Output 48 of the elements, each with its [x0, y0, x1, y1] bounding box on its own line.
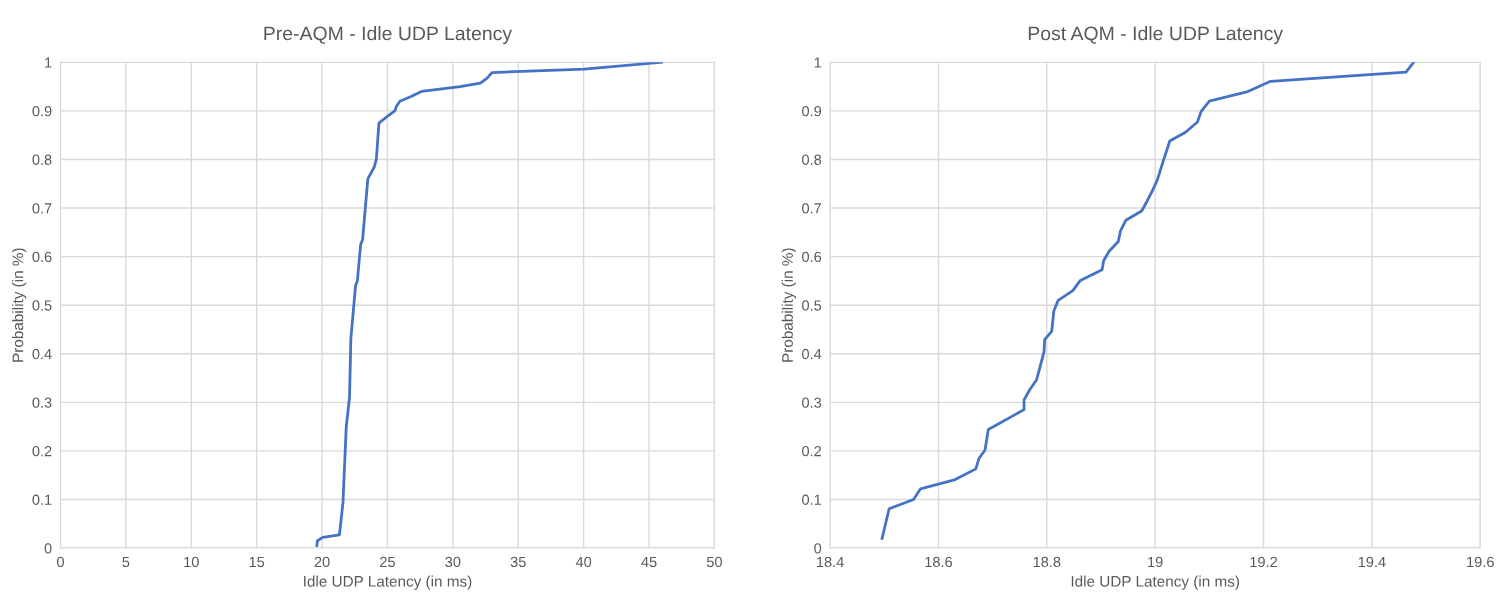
y-tick-label: 1 — [45, 57, 52, 68]
y-tick-label: 0.4 — [32, 348, 52, 360]
x-tick-label: 20 — [314, 556, 330, 568]
y-axis-title: Probability (in %) — [781, 248, 796, 362]
y-tick-label: 0.6 — [32, 251, 52, 263]
x-tick-label: 19.2 — [1250, 556, 1277, 568]
y-tick-label: 0 — [814, 543, 822, 554]
y-tick-label: 0 — [44, 543, 52, 554]
y-tick-label: 0.5 — [802, 300, 822, 311]
y-tick-label: 1 — [814, 57, 822, 68]
y-tick-label: 0.2 — [802, 446, 822, 457]
y-tick-label: 0.8 — [32, 154, 52, 165]
y-tick-label: 0.2 — [32, 446, 52, 457]
x-tick-label: 18.4 — [817, 556, 844, 568]
x-tick-label: 18.8 — [1033, 556, 1061, 568]
y-tick-label: 0.7 — [802, 203, 822, 214]
x-tick-label: 35 — [510, 556, 526, 568]
x-tick-label: 5 — [122, 556, 130, 568]
y-tick-label: 0.9 — [32, 106, 52, 117]
x-tick-label: 19.6 — [1467, 556, 1494, 568]
x-tick-label: 50 — [706, 556, 722, 568]
x-tick-label: 18.6 — [925, 556, 952, 568]
x-tick-label: 0 — [56, 556, 64, 568]
x-tick-label: 30 — [445, 556, 461, 568]
x-tick-label: 10 — [184, 556, 199, 568]
x-tick-label: 19 — [1148, 556, 1163, 568]
y-tick-label: 0.9 — [802, 106, 822, 117]
y-tick-label: 0.1 — [802, 494, 822, 505]
x-tick-label: 19.4 — [1358, 556, 1386, 568]
chart-title: Post AQM - Idle UDP Latency — [1028, 26, 1284, 45]
y-tick-label: 0.5 — [32, 300, 52, 311]
x-tick-label: 45 — [641, 556, 657, 568]
y-axis-title: Probability (in %) — [12, 248, 27, 362]
y-tick-label: 0.1 — [32, 494, 52, 505]
x-axis-title: Idle UDP Latency (in ms) — [1071, 575, 1239, 590]
y-tick-label: 0.8 — [802, 154, 822, 165]
line-series — [315, 62, 663, 548]
y-tick-label: 0.4 — [802, 348, 822, 360]
y-tick-label: 0.6 — [802, 251, 822, 263]
x-tick-label: 40 — [575, 556, 592, 568]
y-tick-label: 0.3 — [802, 397, 822, 408]
y-tick-label: 0.7 — [32, 203, 52, 214]
chart-title: Pre-AQM - Idle UDP Latency — [264, 26, 513, 45]
line-series — [880, 62, 1415, 540]
x-tick-label: 25 — [380, 556, 395, 568]
x-tick-label: 15 — [249, 556, 265, 568]
x-axis-title: Idle UDP Latency (in ms) — [304, 575, 472, 590]
y-tick-label: 0.3 — [32, 397, 52, 408]
